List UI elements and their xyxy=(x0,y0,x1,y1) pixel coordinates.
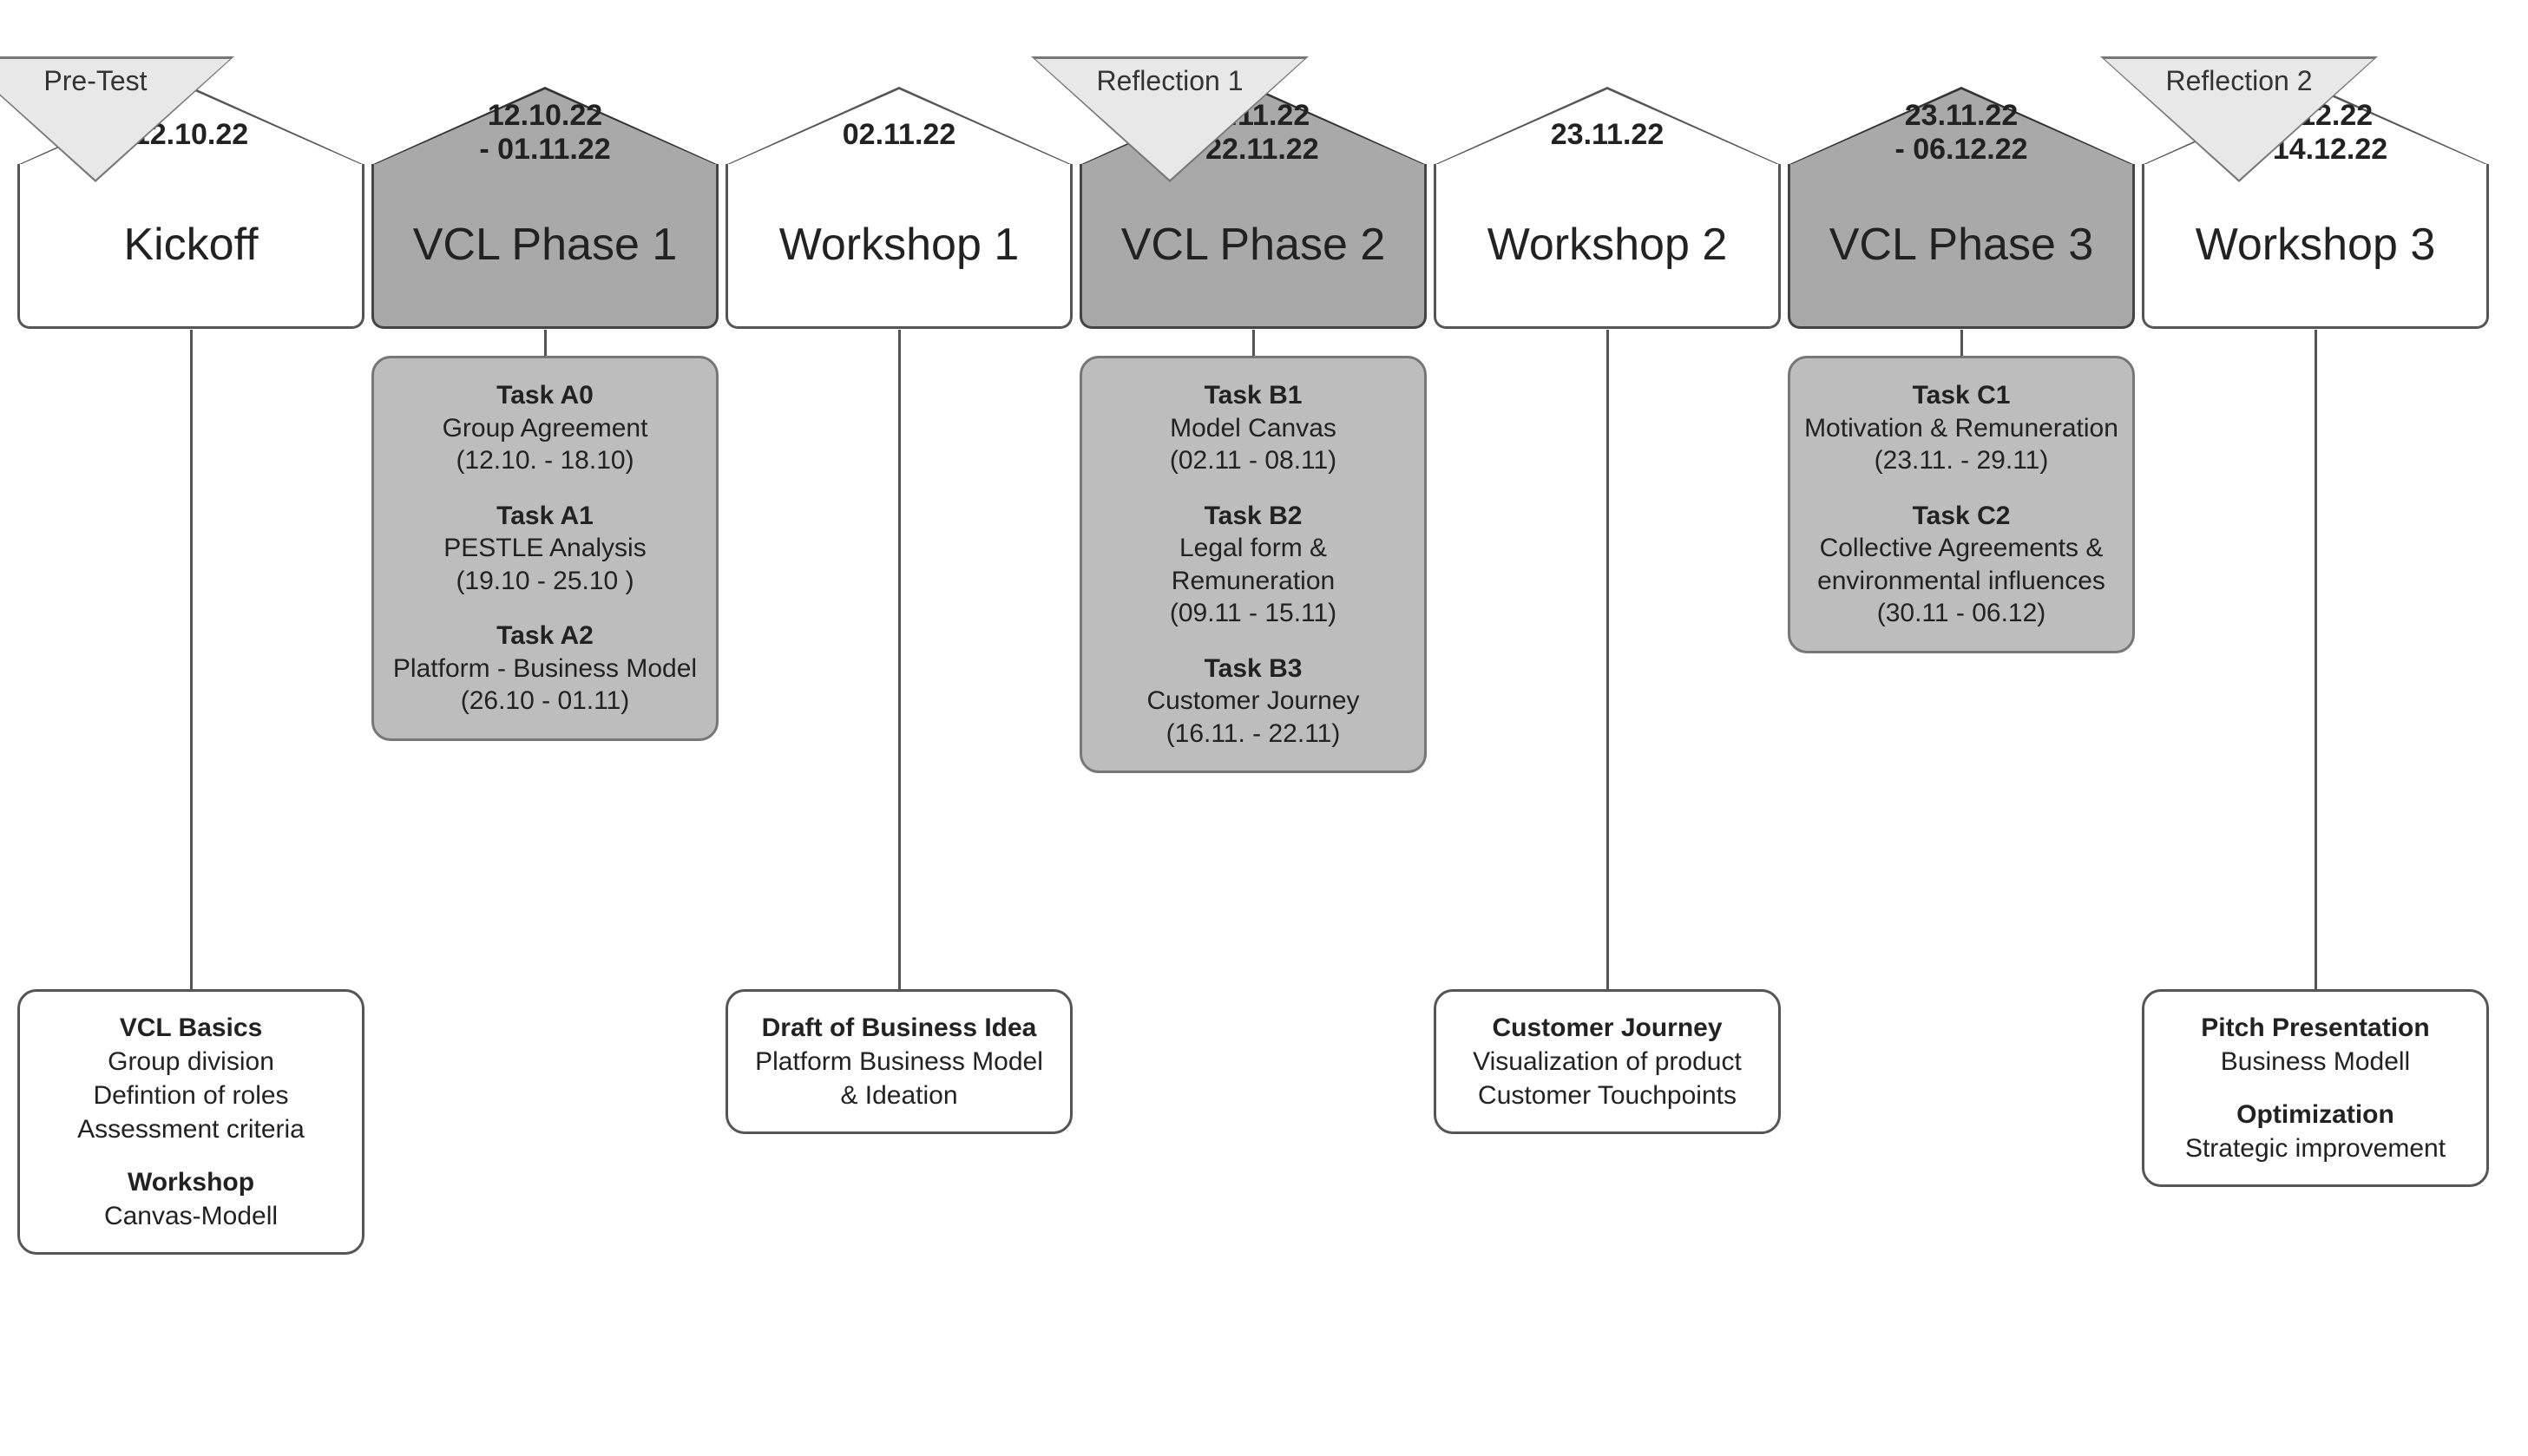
sec-title: Pitch Presentation xyxy=(2160,1011,2471,1045)
phase-vcl3: 23.11.22- 06.12.22 VCL Phase 3 xyxy=(1788,87,2135,330)
task-dates: (19.10 - 25.10 ) xyxy=(456,567,634,595)
marker-reflection2-label: Reflection 2 xyxy=(2126,65,2352,97)
col-vcl3: 23.11.22- 06.12.22 VCL Phase 3 Task C1 M… xyxy=(1788,87,2135,1255)
col-ws2: 23.11.22 Workshop 2 Customer Journey Vis… xyxy=(1434,87,1781,1255)
sec-title: VCL Basics xyxy=(36,1011,346,1045)
marker-reflection1: Reflection 1 xyxy=(1031,56,1309,182)
phase-date: 23.11.22 xyxy=(1434,118,1781,152)
detail-ws3: Pitch Presentation Business Modell Optim… xyxy=(2142,989,2489,1187)
phase-date: 23.11.22- 06.12.22 xyxy=(1788,99,2135,167)
tasks-vcl3: Task C1 Motivation & Remuneration (23.11… xyxy=(1788,356,2135,653)
phase-title: VCL Phase 3 xyxy=(1788,164,2135,329)
sec-title: Workshop xyxy=(36,1165,346,1199)
tasks-vcl2: Task B1 Model Canvas (02.11 - 08.11) Tas… xyxy=(1080,356,1427,773)
connector xyxy=(1606,330,1609,989)
phase-vcl1: 12.10.22- 01.11.22 VCL Phase 1 xyxy=(371,87,719,330)
phase-title: Workshop 2 xyxy=(1434,164,1781,329)
connector xyxy=(898,330,901,989)
phase-title: VCL Phase 1 xyxy=(371,164,719,329)
phase-title: VCL Phase 2 xyxy=(1080,164,1427,329)
detail-ws2: Customer Journey Visualization of produc… xyxy=(1434,989,1781,1134)
col-vcl1: 12.10.22- 01.11.22 VCL Phase 1 Task A0 G… xyxy=(371,87,719,1255)
phase-title: Workshop 1 xyxy=(726,164,1073,329)
task-dates: (16.11. - 22.11) xyxy=(1166,719,1341,748)
task-id: Task B1 xyxy=(1096,379,1410,412)
marker-reflection1-label: Reflection 1 xyxy=(1057,65,1283,97)
task-name: Model Canvas xyxy=(1170,414,1336,443)
task-name: Legal form & Remuneration xyxy=(1172,534,1335,595)
connector xyxy=(1960,330,1963,356)
phase-ws1: 02.11.22 Workshop 1 xyxy=(726,87,1073,330)
sec-line: Strategic improvement xyxy=(2185,1134,2446,1163)
task-name: PESTLE Analysis xyxy=(443,534,646,562)
task-dates: (09.11 - 15.11) xyxy=(1170,599,1336,627)
task-dates: (02.11 - 08.11) xyxy=(1170,446,1336,475)
marker-pretest: Pre-Test xyxy=(0,56,234,182)
task-id: Task A2 xyxy=(388,620,702,653)
task-name: Collective Agreements & environmental in… xyxy=(1817,534,2105,595)
task-name: Motivation & Remuneration xyxy=(1804,414,2118,443)
sec-title: Customer Journey xyxy=(1452,1011,1763,1045)
col-ws1: 02.11.22 Workshop 1 Draft of Business Id… xyxy=(726,87,1073,1255)
col-kickoff: 12.10.22 Kickoff VCL Basics Group divisi… xyxy=(17,87,364,1255)
marker-pretest-label: Pre-Test xyxy=(0,65,208,97)
task-name: Platform - Business Model xyxy=(393,654,697,683)
task-dates: (26.10 - 01.11) xyxy=(461,686,630,715)
sec-line: Canvas-Modell xyxy=(104,1202,278,1230)
task-id: Task B2 xyxy=(1096,500,1410,533)
task-name: Customer Journey xyxy=(1146,686,1359,715)
sec-line: Assessment criteria xyxy=(77,1115,305,1144)
connector xyxy=(190,330,193,989)
phase-title: Workshop 3 xyxy=(2142,164,2489,329)
tasks-vcl1: Task A0 Group Agreement (12.10. - 18.10)… xyxy=(371,356,719,741)
phase-row: 12.10.22 Kickoff VCL Basics Group divisi… xyxy=(17,87,2511,1255)
phase-ws2: 23.11.22 Workshop 2 xyxy=(1434,87,1781,330)
sec-line: Defintion of roles xyxy=(93,1081,288,1110)
connector xyxy=(1252,330,1255,356)
task-id: Task C1 xyxy=(1804,379,2118,412)
task-dates: (12.10. - 18.10) xyxy=(456,446,634,475)
sec-line: Group division xyxy=(108,1047,274,1076)
sec-line: Platform Business Model & Ideation xyxy=(755,1047,1043,1110)
detail-kickoff: VCL Basics Group division Defintion of r… xyxy=(17,989,364,1255)
phase-date: 12.10.22- 01.11.22 xyxy=(371,99,719,167)
detail-ws1: Draft of Business Idea Platform Business… xyxy=(726,989,1073,1134)
task-dates: (30.11 - 06.12) xyxy=(1877,599,2046,627)
sec-line: Visualization of product xyxy=(1473,1047,1742,1076)
connector xyxy=(544,330,547,356)
task-id: Task A1 xyxy=(388,500,702,533)
sec-title: Draft of Business Idea xyxy=(744,1011,1054,1045)
sec-title: Optimization xyxy=(2160,1098,2471,1131)
connector xyxy=(2315,330,2317,989)
task-dates: (23.11. - 29.11) xyxy=(1875,446,2049,475)
col-vcl2: 02.11.22- 22.11.22 VCL Phase 2 Task B1 M… xyxy=(1080,87,1427,1255)
task-id: Task A0 xyxy=(388,379,702,412)
sec-line: Customer Touchpoints xyxy=(1478,1081,1737,1110)
task-id: Task B3 xyxy=(1096,653,1410,685)
task-id: Task C2 xyxy=(1804,500,2118,533)
marker-reflection2: Reflection 2 xyxy=(2100,56,2378,182)
phase-title: Kickoff xyxy=(17,164,364,329)
sec-line: Business Modell xyxy=(2221,1047,2410,1076)
phase-date: 02.11.22 xyxy=(726,118,1073,152)
timeline-diagram: Pre-Test Reflection 1 Reflection 2 12.10… xyxy=(17,87,2511,1421)
col-ws3: 07.12.22& 14.12.22 Workshop 3 Pitch Pres… xyxy=(2142,87,2489,1255)
task-name: Group Agreement xyxy=(443,414,648,443)
